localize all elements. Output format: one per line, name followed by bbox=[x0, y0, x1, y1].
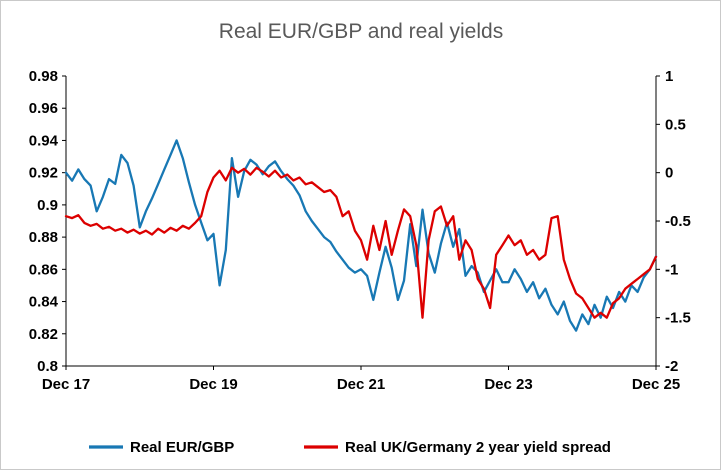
left-axis-tick-label: 0.94 bbox=[29, 132, 59, 149]
left-axis-tick-label: 0.8 bbox=[37, 358, 58, 375]
left-axis-tick-label: 0.86 bbox=[29, 261, 58, 278]
chart-title: Real EUR/GBP and real yields bbox=[219, 20, 503, 43]
x-axis-tick-label: Dec 19 bbox=[189, 376, 237, 393]
x-axis-tick-label: Dec 17 bbox=[42, 376, 90, 393]
right-axis-tick-label: 0.5 bbox=[665, 116, 686, 133]
x-axis-tick-label: Dec 25 bbox=[632, 376, 680, 393]
x-axis-tick-label: Dec 21 bbox=[337, 376, 385, 393]
left-axis-tick-label: 0.98 bbox=[29, 68, 58, 85]
right-axis-tick-label: 0 bbox=[665, 165, 673, 182]
right-axis-tick-label: -1 bbox=[665, 261, 678, 278]
left-axis-tick-label: 0.84 bbox=[29, 294, 59, 311]
right-axis-tick-label: 1 bbox=[665, 68, 673, 85]
left-axis-tick-label: 0.82 bbox=[29, 326, 58, 343]
left-axis-tick-label: 0.96 bbox=[29, 100, 58, 117]
left-axis-tick-label: 0.88 bbox=[29, 229, 58, 246]
legend-label-yield-spread: Real UK/Germany 2 year yield spread bbox=[345, 439, 611, 456]
right-axis-tick-label: -0.5 bbox=[665, 213, 691, 230]
x-axis-tick-label: Dec 23 bbox=[484, 376, 532, 393]
right-axis-tick-label: -1.5 bbox=[665, 310, 691, 327]
series-line-0 bbox=[64, 139, 658, 332]
left-axis-tick-label: 0.9 bbox=[37, 197, 58, 214]
legend-label-real-eur-gbp: Real EUR/GBP bbox=[130, 439, 234, 456]
legend: Real EUR/GBP Real UK/Germany 2 year yiel… bbox=[89, 439, 611, 456]
left-axis-tick-label: 0.92 bbox=[29, 165, 58, 182]
right-axis-tick-label: -2 bbox=[665, 358, 678, 375]
series-line-1 bbox=[64, 166, 658, 319]
plot-area: 0.98 0.96 0.94 0.92 0.9 0.88 0.86 0.84 0.82 0.8 1 0… bbox=[29, 68, 691, 393]
